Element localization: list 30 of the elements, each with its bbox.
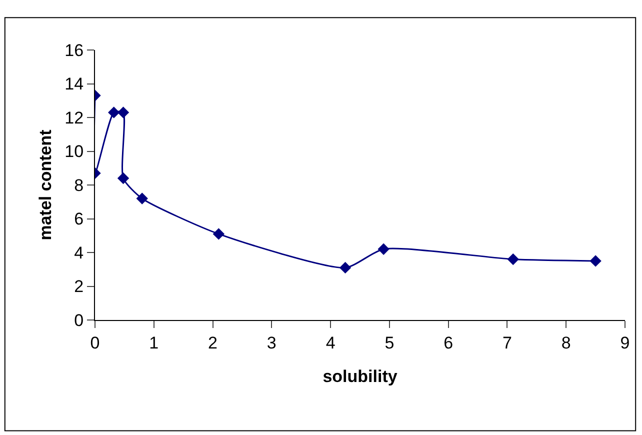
- y-tick-label: 4: [74, 243, 84, 262]
- y-tick-label: 2: [74, 277, 84, 296]
- y-tick-label: 12: [64, 108, 84, 128]
- x-tick-label: 9: [620, 333, 630, 352]
- point: [136, 192, 148, 204]
- y-tick-label: 8: [74, 176, 84, 195]
- y-tick-label: 16: [64, 40, 84, 60]
- x-tick-label: 0: [90, 333, 100, 352]
- x-tick-label: 8: [561, 333, 571, 352]
- y-tick-label: 10: [64, 142, 84, 162]
- x-tick-label: 4: [326, 333, 336, 352]
- x-tick-label: 5: [384, 333, 394, 352]
- point: [378, 243, 390, 255]
- point: [117, 106, 130, 118]
- point: [108, 106, 120, 118]
- x-axis-title: solubility: [322, 366, 398, 386]
- point: [339, 262, 352, 274]
- x-tick-label: 7: [502, 333, 512, 352]
- x-tick-label: 6: [444, 333, 454, 352]
- x-tick-label: 1: [149, 333, 159, 352]
- point: [590, 255, 602, 267]
- point: [212, 228, 225, 240]
- y-tick-label: 14: [64, 74, 84, 94]
- x-tick-label: 2: [208, 333, 218, 352]
- y-tick-label: 6: [74, 210, 84, 229]
- point: [507, 253, 519, 266]
- x-tick-label: 3: [266, 333, 276, 352]
- y-axis-title: matel content: [36, 129, 56, 240]
- point: [117, 172, 130, 184]
- y-tick-label: 0: [74, 310, 84, 330]
